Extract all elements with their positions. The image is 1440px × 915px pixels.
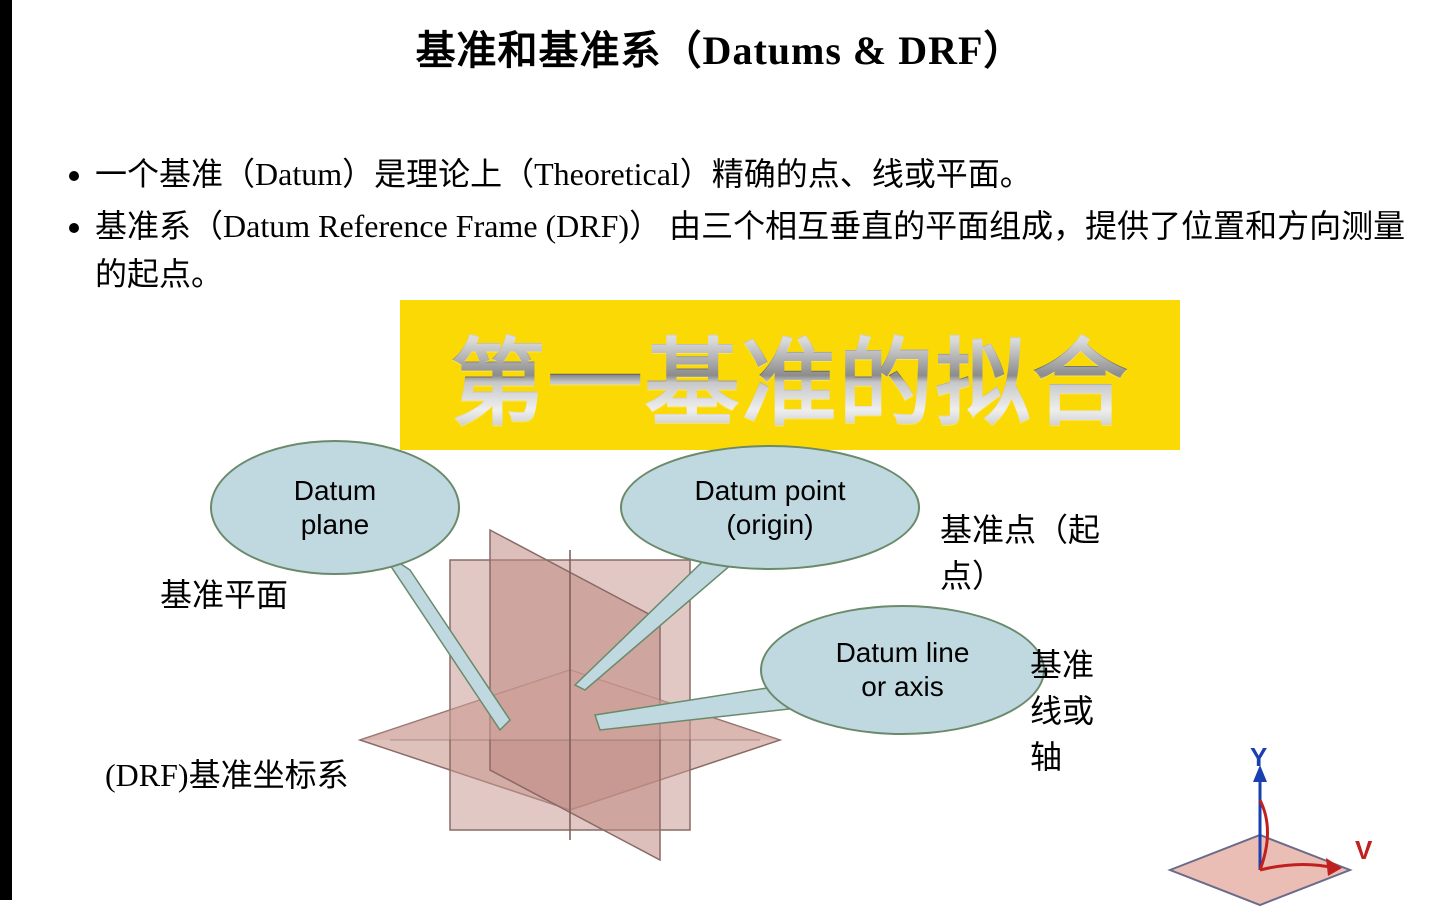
bullet-item: 一个基准（Datum）是理论上（Theoretical）精确的点、线或平面。 bbox=[95, 150, 1420, 198]
bullet-item: 基准系（Datum Reference Frame (DRF)） 由三个相互垂直… bbox=[95, 202, 1420, 298]
drf-diagram: Datum plane Datum point (origin) Datum l… bbox=[110, 440, 1110, 900]
bubble-text: Datum point (origin) bbox=[695, 474, 846, 541]
bullet-list: 一个基准（Datum）是理论上（Theoretical）精确的点、线或平面。 基… bbox=[55, 150, 1420, 302]
bubble-text: Datum line or axis bbox=[836, 636, 970, 703]
y-axis-label: Y bbox=[1250, 742, 1267, 773]
label-datum-point-cn: 基准点（起点） bbox=[940, 505, 1110, 597]
banner-text: 第一基准的拟合 bbox=[450, 307, 1129, 444]
bubble-datum-point: Datum point (origin) bbox=[620, 445, 920, 570]
axis-svg bbox=[1110, 750, 1400, 910]
highlight-banner: 第一基准的拟合 bbox=[400, 300, 1180, 450]
left-black-bar bbox=[0, 0, 12, 900]
label-datum-line-cn: 基准线或轴 bbox=[1030, 640, 1110, 778]
page-title: 基准和基准系（Datums & DRF） bbox=[0, 18, 1440, 76]
bubble-datum-plane: Datum plane bbox=[210, 440, 460, 575]
axis-cube: Y V bbox=[1110, 750, 1400, 910]
v-axis-label: V bbox=[1355, 835, 1372, 866]
bubble-datum-line: Datum line or axis bbox=[760, 605, 1045, 735]
label-drf-cn: (DRF)基准坐标系 bbox=[105, 750, 349, 796]
bubble-text: Datum plane bbox=[294, 474, 376, 541]
label-datum-plane-cn: 基准平面 bbox=[160, 570, 288, 616]
